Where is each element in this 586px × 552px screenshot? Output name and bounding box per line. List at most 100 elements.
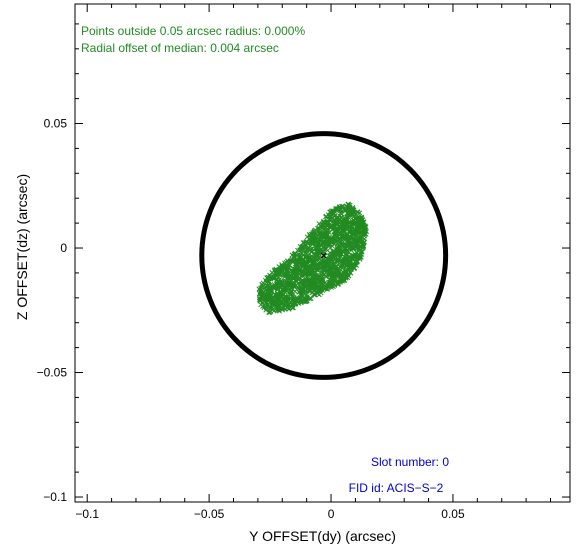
- scatter-point: [331, 232, 337, 238]
- scatter-point: [303, 250, 309, 256]
- scatter-point: [298, 293, 304, 299]
- scatter-point: [304, 234, 310, 240]
- scatter-point: [256, 297, 263, 303]
- scatter-point: [291, 251, 297, 257]
- scatter-point: [278, 300, 284, 306]
- scatter-point: [351, 207, 357, 213]
- scatter-point: [272, 291, 278, 298]
- scatter-point: [343, 248, 349, 254]
- scatter-point: [318, 247, 324, 253]
- scatter-point: [344, 218, 350, 224]
- scatter-point: [292, 284, 298, 290]
- scatter-point: [285, 296, 291, 302]
- scatter-point: [338, 259, 344, 265]
- scatter-point: [346, 273, 352, 279]
- scatter-point: [309, 234, 315, 240]
- scatter-point: [355, 237, 361, 243]
- scatter-point: [361, 219, 367, 225]
- scatter-point: [353, 260, 359, 266]
- scatter-point: [320, 262, 326, 268]
- scatter-point: [304, 279, 310, 285]
- scatter-point: [309, 290, 316, 296]
- scatter-point: [313, 238, 319, 245]
- scatter-point: [334, 250, 340, 256]
- scatter-point: [282, 302, 288, 308]
- scatter-point: [292, 296, 299, 302]
- scatter-point: [290, 258, 296, 264]
- scatter-point: [285, 304, 291, 310]
- scatter-point: [311, 251, 318, 257]
- scatter-point: [309, 246, 315, 252]
- scatter-point: [319, 267, 326, 273]
- scatter-point: [268, 273, 274, 280]
- scatter-point: [305, 245, 311, 251]
- scatter-point: [289, 305, 295, 311]
- scatter-point: [336, 257, 342, 263]
- scatter-point: [327, 265, 334, 271]
- scatter-point: [347, 256, 354, 262]
- scatter-point: [359, 224, 365, 230]
- scatter-point: [311, 259, 317, 265]
- scatter-point: [336, 227, 342, 233]
- scatter-point: [327, 252, 333, 258]
- scatter-point: [268, 288, 275, 294]
- scatter-point: [320, 230, 326, 236]
- scatter-point: [264, 299, 270, 305]
- scatter-point: [314, 244, 320, 251]
- scatter-point: [286, 260, 292, 266]
- scatter-point: [330, 272, 336, 278]
- scatter-point: [323, 246, 329, 252]
- scatter-point: [352, 219, 358, 225]
- scatter-point: [266, 294, 272, 301]
- annotation-fid-id: FID id: ACIS−S−2: [349, 481, 444, 495]
- scatter-point: [305, 260, 311, 266]
- scatter-point: [353, 215, 359, 221]
- scatter-point: [344, 257, 350, 263]
- scatter-point: [310, 275, 316, 281]
- scatter-point: [312, 269, 318, 275]
- scatter-point: [285, 277, 291, 284]
- scatter-point: [285, 264, 292, 270]
- scatter-point: [347, 223, 353, 229]
- scatter-point: [294, 264, 300, 270]
- scatter-point: [331, 282, 338, 288]
- scatter-point: [308, 240, 314, 246]
- scatter-point: [264, 298, 270, 304]
- scatter-point: [324, 219, 330, 225]
- scatter-point: [335, 281, 342, 287]
- scatter-point: [330, 211, 336, 217]
- scatter-point: [358, 214, 365, 220]
- annotation-slot-number: Slot number: 0: [371, 455, 449, 469]
- scatter-point: [266, 283, 272, 289]
- scatter-point: [340, 263, 347, 269]
- scatter-point: [340, 203, 346, 209]
- scatter-point: [330, 223, 336, 229]
- scatter-point: [299, 244, 305, 250]
- scatter-point: [300, 243, 306, 249]
- scatter-point: [303, 239, 309, 245]
- scatter-point: [333, 267, 340, 273]
- scatter-point: [313, 281, 319, 287]
- scatter-point: [345, 260, 351, 267]
- scatter-point: [271, 300, 277, 306]
- y-tick-label: 0: [60, 241, 67, 255]
- axis-ticks: −0.1 −0.05 0 0.05 −0.1 −0.05 0 0.05: [37, 4, 570, 521]
- scatter-point: [277, 282, 283, 288]
- scatter-point: [299, 277, 306, 283]
- scatter-point: [316, 221, 322, 227]
- scatter-point: [296, 275, 303, 282]
- scatter-point: [287, 289, 293, 295]
- scatter-point: [275, 286, 281, 292]
- scatter-point: [276, 307, 282, 313]
- scatter-point: [327, 224, 333, 230]
- scatter-point: [321, 218, 327, 224]
- scatter-point: [343, 267, 349, 273]
- scatter-point: [305, 275, 311, 281]
- scatter-point: [355, 209, 361, 215]
- scatter-point: [355, 253, 361, 259]
- scatter-point: [340, 274, 346, 280]
- scatter-points: [256, 201, 369, 315]
- scatter-point: [311, 233, 318, 239]
- scatter-point: [294, 252, 300, 258]
- scatter-point: [282, 289, 288, 295]
